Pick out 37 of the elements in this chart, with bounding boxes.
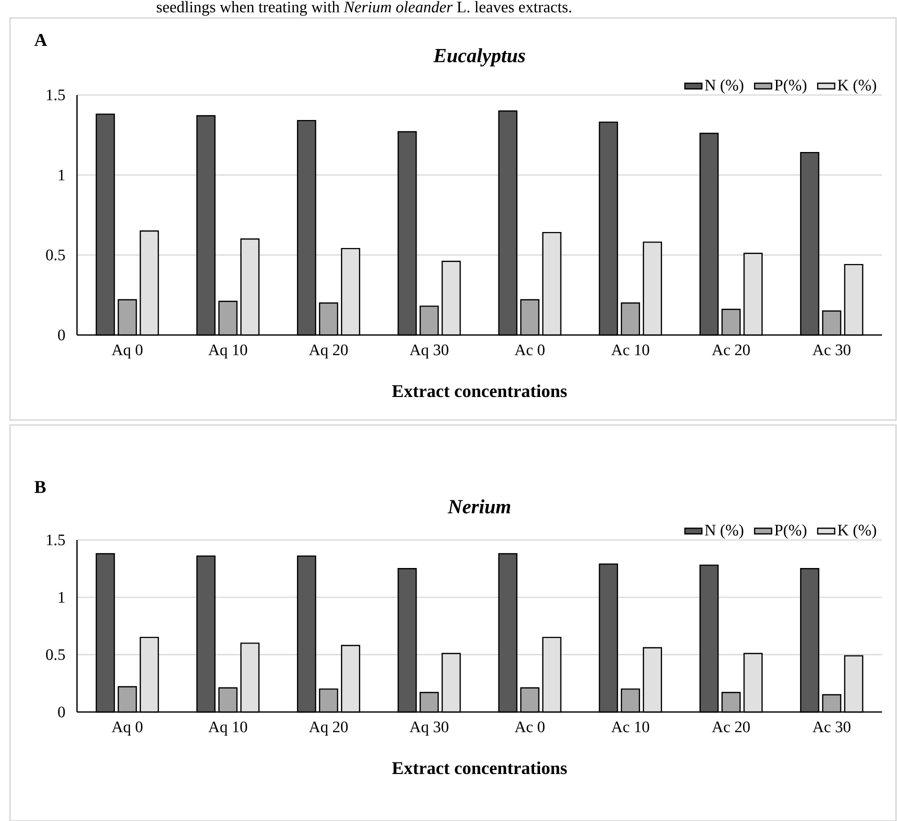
x-tick-label: Aq 0 [112, 344, 142, 359]
legend-label: N (%) [704, 79, 744, 94]
x-tick-label: Aq 0 [112, 722, 142, 736]
x-tick-label: Ac 30 [812, 722, 850, 732]
y-tick-label: 0 [58, 330, 65, 340]
y-tick-label: 1 [58, 592, 65, 603]
x-axis-title: Extract concentrations [392, 384, 567, 398]
y-tick-label: 0.5 [46, 250, 65, 260]
legend-label: K (%) [838, 79, 876, 94]
x-tick-label: Aq 20 [308, 344, 348, 359]
chart-title: Eucalyptus [433, 48, 526, 66]
legend-label: K (%) [838, 524, 876, 539]
text: A [34, 34, 48, 46]
x-tick-label: Aq 10 [208, 344, 248, 359]
y-tick-label: 1.5 [46, 90, 65, 100]
chart-title: Nerium [448, 499, 510, 514]
x-tick-label: Ac 0 [514, 722, 545, 732]
text: B [34, 481, 46, 493]
y-tick-label: 1 [58, 170, 65, 180]
x-tick-label: Aq 30 [410, 344, 448, 359]
y-tick-label: 0 [58, 706, 65, 718]
x-tick-label: Aq 20 [308, 722, 348, 736]
legend-label: N (%) [704, 524, 744, 539]
x-tick-label: Aq 30 [410, 722, 448, 736]
x-tick-label: Aq 10 [208, 722, 248, 736]
y-tick-label: 1.5 [46, 534, 65, 546]
x-tick-label: Ac 0 [514, 344, 545, 356]
text: seedlings when treating with Nerium oleander L. leaves extracts. [156, 1, 572, 16]
x-axis-title: Extract concentrations [392, 762, 567, 774]
legend-label: P(%) [774, 524, 806, 539]
y-tick-label: 0.5 [46, 649, 65, 660]
x-tick-label: Ac 30 [812, 344, 850, 356]
legend-label: P(%) [774, 79, 806, 94]
x-tick-label: Ac 10 [611, 344, 650, 356]
x-tick-label: Ac 20 [712, 722, 750, 732]
x-tick-label: Ac 10 [611, 722, 650, 732]
x-tick-label: Ac 20 [712, 344, 750, 356]
